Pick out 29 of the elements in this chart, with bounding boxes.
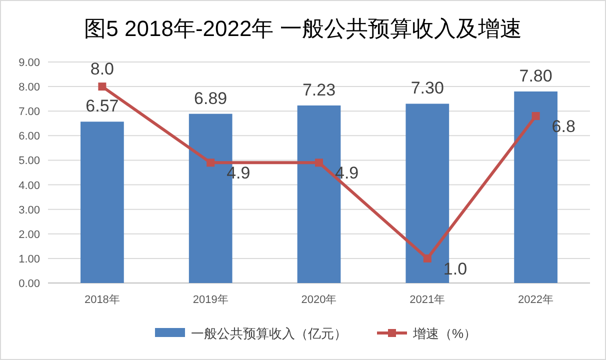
x-tick-label: 2019年 — [192, 294, 228, 306]
chart-title: 图5 2018年-2022年 一般公共预算收入及增速 — [84, 16, 522, 41]
legend-label: 一般公共预算收入（亿元） — [191, 326, 347, 341]
y-tick-label: 3.00 — [18, 204, 40, 216]
data-label: 7.80 — [519, 66, 552, 86]
y-tick-label: 7.00 — [18, 106, 40, 118]
point — [206, 158, 215, 167]
y-tick-label: 9.00 — [18, 57, 40, 69]
x-tick-label: 2018年 — [84, 294, 120, 306]
x-tick-label: 2021年 — [410, 294, 446, 306]
point — [532, 112, 540, 120]
data-label: 8.0 — [90, 60, 114, 79]
x-tick-label: 2022年 — [518, 294, 554, 306]
point — [98, 82, 106, 91]
data-label: 7.30 — [410, 78, 444, 98]
data-label: 7.23 — [302, 80, 336, 100]
y-tick-label: 2.00 — [18, 228, 40, 241]
point — [315, 158, 323, 167]
y-tick-label: 0.00 — [18, 278, 40, 290]
y-tick-label: 6.00 — [18, 130, 40, 143]
y-tick-label: 5.00 — [18, 155, 40, 168]
point — [423, 254, 432, 262]
y-tick-label: 1.00 — [18, 253, 40, 266]
x-tick-label: 2020年 — [301, 294, 337, 306]
y-tick-label: 4.00 — [18, 180, 40, 192]
y-tick-label: 8.00 — [18, 82, 40, 94]
legend-label: 增速（%） — [412, 326, 477, 341]
data-label: 6.89 — [194, 88, 228, 108]
data-label: 6.57 — [86, 96, 119, 116]
